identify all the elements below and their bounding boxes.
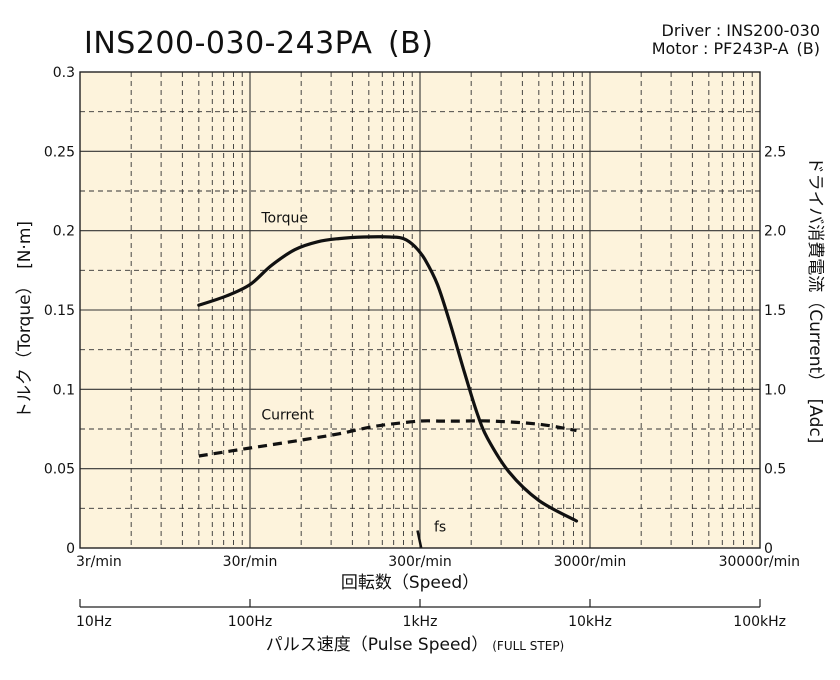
y-right-tick-label: 2.0 xyxy=(764,224,786,240)
annotation-torque: Torque xyxy=(260,211,308,227)
plot-frame xyxy=(79,71,761,549)
y-left-tick-label: 0.2 xyxy=(53,224,75,240)
x-axis-label-pulse: パルス速度（Pulse Speed） (FULL STEP) xyxy=(266,635,564,655)
annotation-fs: fs xyxy=(434,520,446,536)
motor-label: Motor : PF243P-A (B) xyxy=(651,39,820,58)
annotation-current: Current xyxy=(261,407,314,423)
x-pulse-tick-label: 100kHz xyxy=(733,614,786,630)
driver-label: Driver : INS200-030 xyxy=(661,21,821,40)
y-right-tick-label: 0.5 xyxy=(764,462,786,478)
y-left-tick-label: 0.05 xyxy=(44,462,75,478)
y-right-tick-label: 1.0 xyxy=(764,382,786,398)
tick-labels: 0 0.05 0.1 0.15 0.2 0.25 0.3 0 0.5 1.0 1.5 2.0 2.5 3r… xyxy=(44,65,800,570)
x-speed-tick-label: 3000r/min xyxy=(554,554,627,570)
x-pulse-tick-label: 100Hz xyxy=(228,614,273,630)
series-layer xyxy=(197,235,579,549)
x-speed-tick-label: 300r/min xyxy=(388,554,452,570)
y-right-tick-label: 1.5 xyxy=(764,303,786,319)
y-left-tick-label: 0.1 xyxy=(53,382,75,398)
pulse-speed-axis: 10Hz 100Hz 1kHz 10kHz 100kHz xyxy=(76,599,786,630)
x-speed-tick-label: 30r/min xyxy=(223,554,278,570)
x-axis-label-speed: 回転数（Speed） xyxy=(341,573,479,593)
y-axis-label-left: トルク（Torque） [N·m] xyxy=(15,221,35,419)
grid xyxy=(80,72,760,548)
plot-border xyxy=(79,71,761,549)
series-line-torque xyxy=(197,235,579,523)
chart-title: INS200-030-243PA (B) xyxy=(84,26,434,61)
y-left-tick-label: 0.25 xyxy=(44,144,75,160)
y-left-tick-label: 0.15 xyxy=(44,303,75,319)
x-speed-tick-label: 3r/min xyxy=(76,554,122,570)
x-pulse-tick-label: 10kHz xyxy=(568,614,612,630)
x-pulse-tick-label: 1kHz xyxy=(403,614,438,630)
y-axis-label-right: ドライバ消費電流（Current） [Adc] xyxy=(805,157,825,444)
y-left-tick-label: 0 xyxy=(66,541,75,557)
fs-marker xyxy=(416,530,423,549)
x-speed-tick-label: 30000r/min xyxy=(719,554,800,570)
series-line-current xyxy=(198,419,577,458)
y-right-tick-label: 0 xyxy=(764,541,773,557)
y-left-tick-label: 0.3 xyxy=(53,65,75,81)
y-right-tick-label: 2.5 xyxy=(764,144,786,160)
x-pulse-tick-label: 10Hz xyxy=(76,614,112,630)
